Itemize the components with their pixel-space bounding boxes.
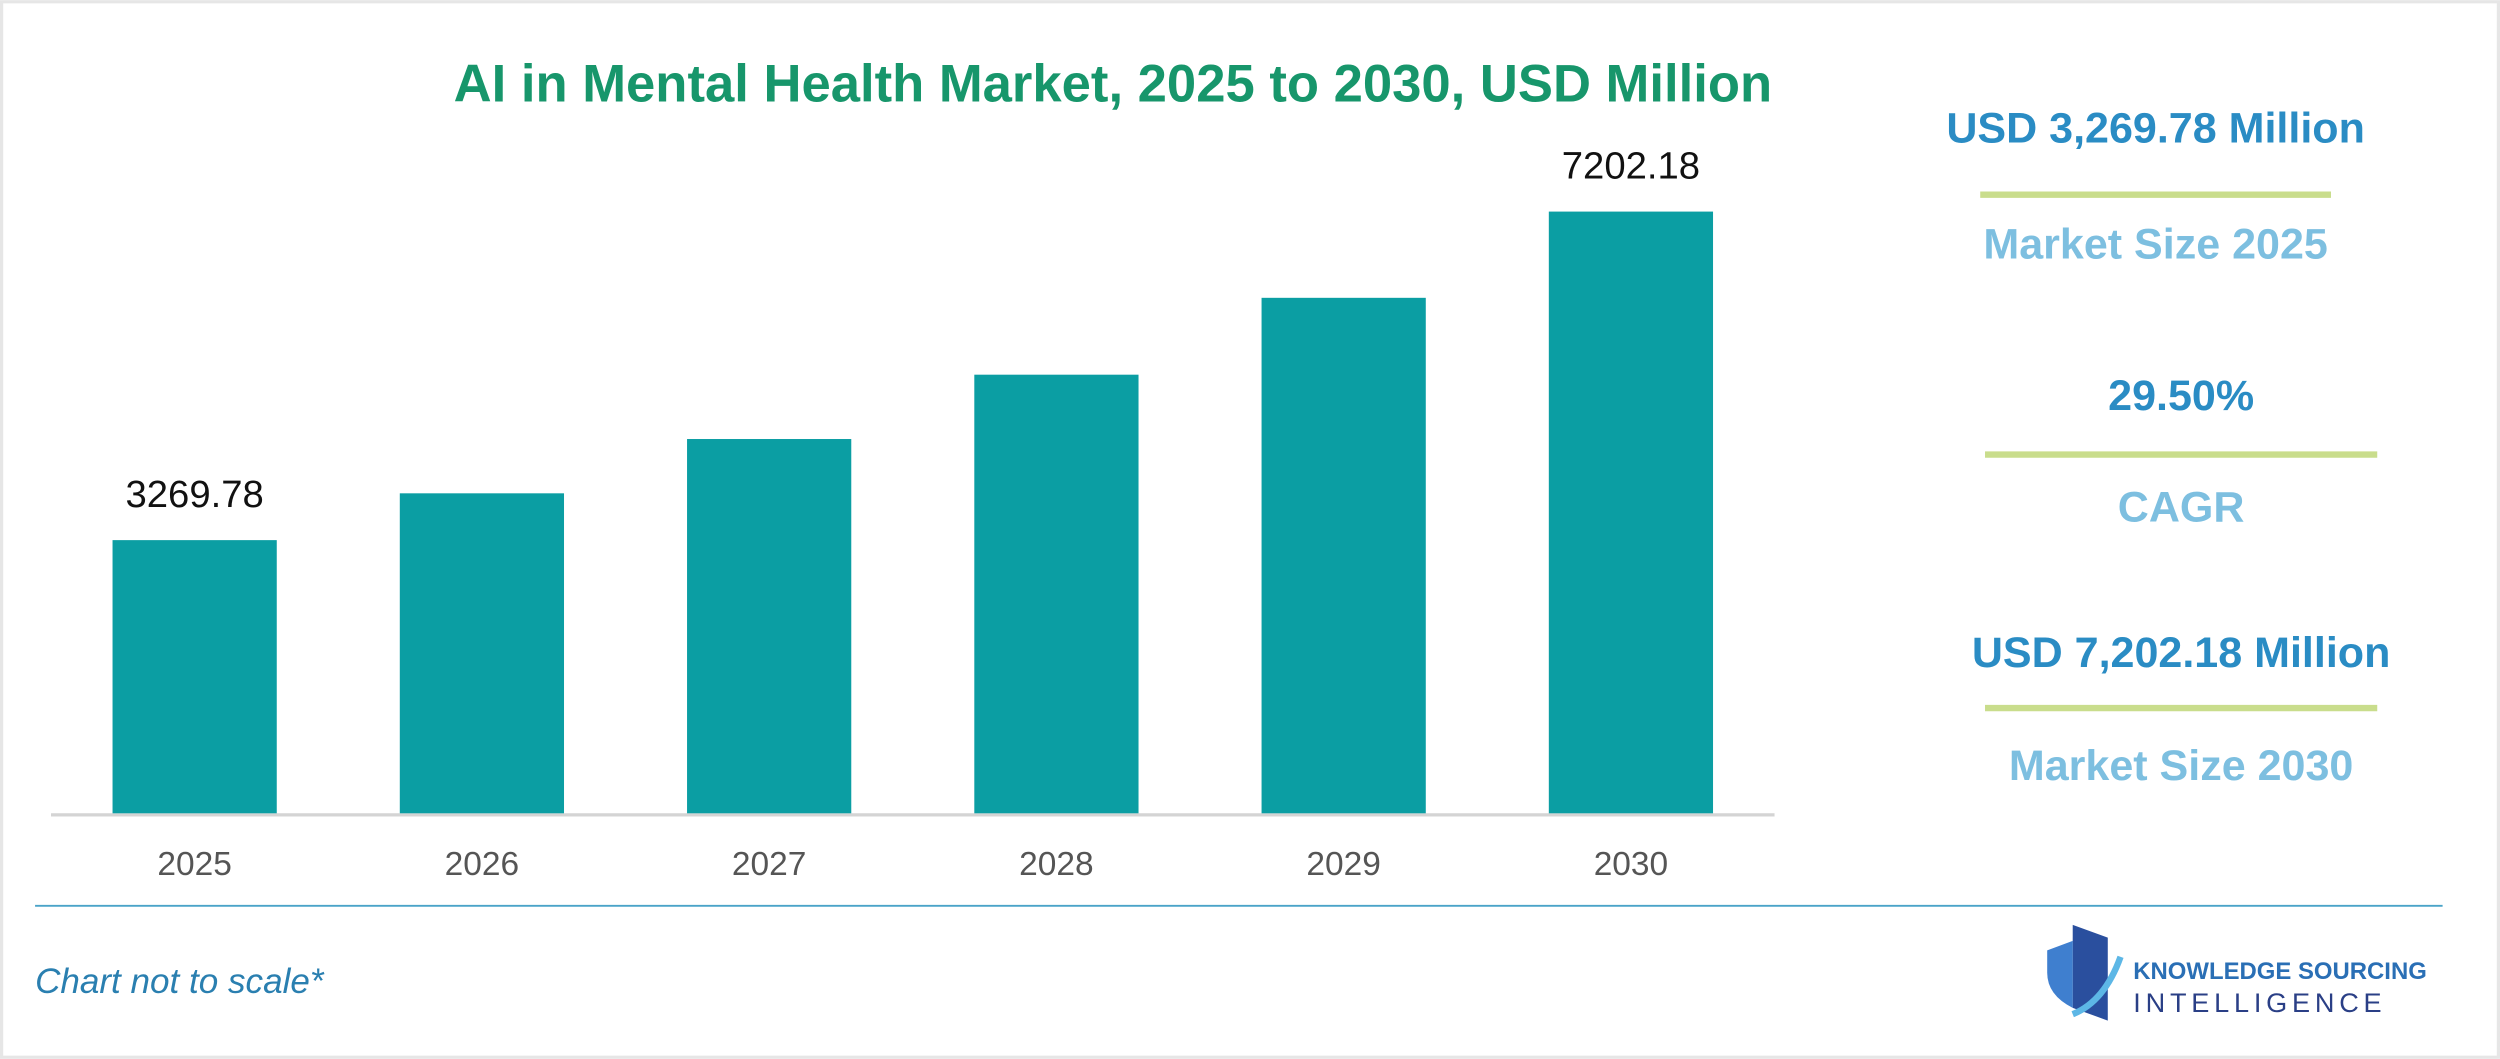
data-label: 7202.18: [1562, 145, 1700, 188]
data-label: 3269.78: [126, 473, 264, 516]
x-tick-label: 2025: [157, 846, 231, 883]
stat-value: USD 7,202.18 Million: [1972, 629, 2391, 677]
bar: [399, 493, 565, 814]
chart-title: AI in Mental Health Market, 2025 to 2030…: [454, 55, 1773, 114]
bar: [1261, 297, 1426, 814]
stat-value: USD 3,269.78 Million: [1946, 104, 2365, 152]
logo-icon: [2071, 955, 2124, 1018]
x-tick-label: 2027: [732, 846, 806, 883]
stat-label: CAGR: [2118, 484, 2245, 532]
x-tick-label: 2026: [445, 846, 519, 883]
logo-icon: [2047, 940, 2073, 1008]
x-tick-label: 2030: [1594, 846, 1668, 883]
bar: [974, 374, 1139, 814]
bar: [112, 540, 277, 814]
x-tick-label: 2028: [1019, 846, 1093, 883]
bar: [1548, 211, 1714, 814]
stat-label: Market Size 2025: [1983, 221, 2327, 269]
stat-value: 29.50%: [2108, 372, 2254, 420]
x-tick-label: 2029: [1306, 846, 1380, 883]
stat-label: Market Size 2030: [2009, 742, 2353, 790]
logo: KNOWLEDGE SOURCING INTELLIGENCE: [2047, 924, 2427, 1021]
bar: [687, 439, 852, 814]
footnote: Chart not to scale*: [35, 962, 325, 1001]
logo-text: INTELLIGENCE: [2133, 987, 2386, 1018]
logo-text: KNOWLEDGE SOURCING: [2133, 958, 2427, 985]
